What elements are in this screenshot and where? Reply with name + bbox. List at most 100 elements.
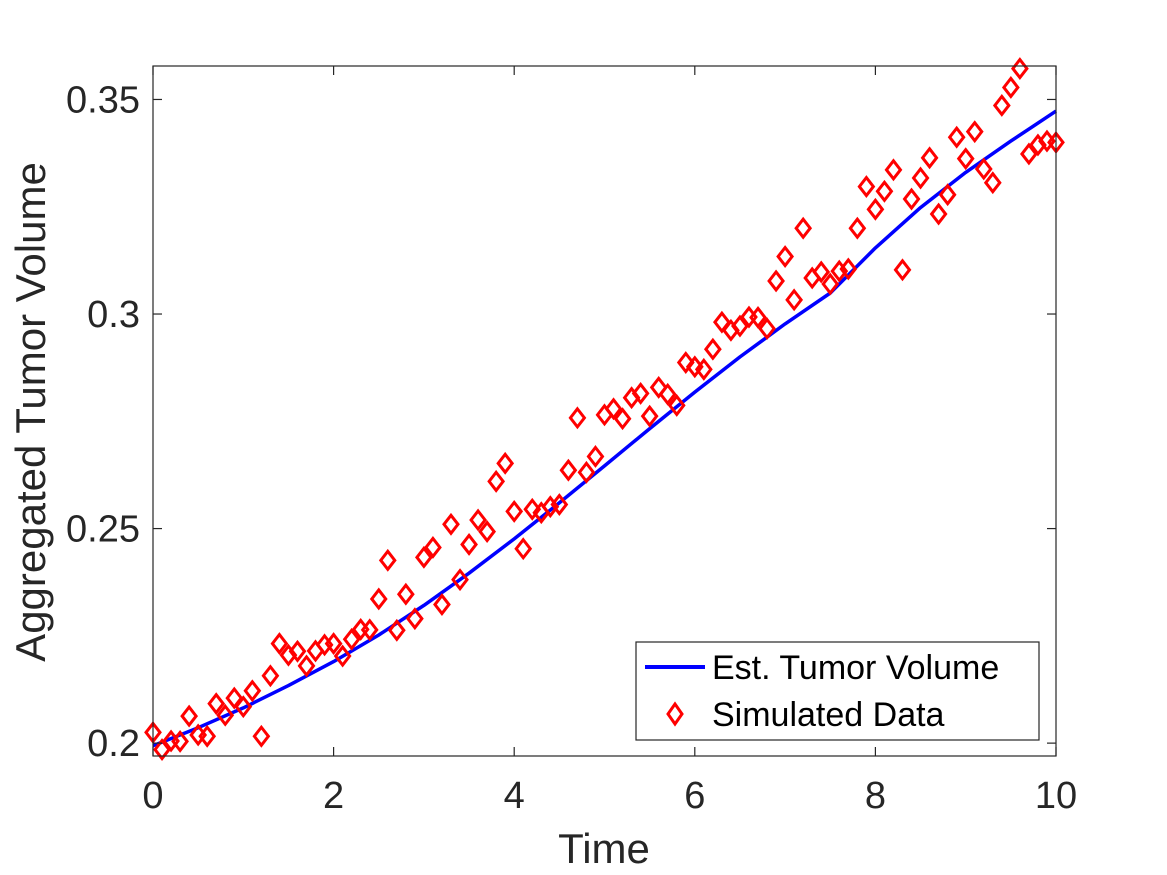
plot-area — [144, 57, 1065, 762]
data-point-diamond — [342, 627, 361, 651]
data-point-diamond — [288, 639, 307, 663]
x-tick-label: 4 — [504, 775, 525, 817]
data-point-diamond — [694, 357, 713, 381]
data-point-diamond — [333, 644, 352, 668]
x-tick-label: 6 — [684, 775, 705, 817]
data-point-diamond — [369, 587, 388, 611]
axes-box — [152, 65, 1057, 757]
data-point-diamond — [640, 404, 659, 428]
data-point-diamond — [676, 351, 695, 374]
series-line-est-tumor-volume — [152, 109, 1057, 748]
data-point-diamond — [324, 632, 343, 656]
data-point-diamond — [848, 216, 867, 240]
data-point-diamond — [857, 175, 876, 199]
legend-box — [635, 641, 1040, 741]
y-tick-label: 0.3 — [87, 294, 140, 336]
data-point-diamond — [613, 407, 632, 431]
legend-diamond-swatch — [666, 701, 684, 727]
data-point-diamond — [794, 216, 813, 240]
data-point-diamond — [911, 166, 930, 190]
data-point-diamond — [830, 259, 849, 283]
data-point-diamond — [1029, 133, 1047, 157]
y-axis: 0.2 0.25 0.3 0.35 — [66, 79, 1056, 765]
data-point-diamond — [631, 381, 650, 405]
data-point-diamond — [171, 729, 189, 753]
data-point-diamond — [956, 147, 975, 171]
data-point-diamond — [965, 120, 984, 144]
data-point-diamond — [839, 257, 858, 281]
data-point-diamond — [442, 512, 460, 536]
x-tick-label: 10 — [1035, 775, 1077, 817]
data-point-diamond — [451, 568, 469, 592]
data-point-diamond — [667, 393, 686, 417]
legend: Est. Tumor Volume Simulated Data — [635, 641, 1040, 741]
data-point-diamond — [550, 493, 569, 516]
data-point-diamond — [812, 260, 831, 284]
data-point-diamond — [496, 451, 515, 475]
data-point-diamond — [758, 317, 776, 341]
data-point-diamond — [424, 536, 442, 559]
data-point-diamond — [405, 607, 424, 631]
data-point-diamond — [396, 582, 415, 606]
x-axis: 0 2 4 6 8 10 — [142, 66, 1077, 817]
data-point-diamond — [893, 258, 912, 282]
data-point-diamond — [180, 704, 199, 728]
data-point-diamond — [414, 545, 433, 569]
data-point-diamond — [207, 692, 226, 716]
data-point-diamond — [261, 664, 280, 688]
data-point-diamond — [297, 654, 316, 678]
data-point-diamond — [875, 179, 894, 203]
data-point-diamond — [920, 146, 939, 170]
data-point-diamond — [270, 632, 289, 656]
data-point-diamond — [433, 593, 451, 616]
data-point-diamond — [1020, 142, 1038, 166]
data-point-diamond — [225, 686, 244, 710]
data-point-diamond — [703, 337, 722, 361]
data-point-diamond — [568, 406, 587, 430]
legend-label-simulated-data: Simulated Data — [712, 696, 945, 734]
data-point-diamond — [884, 158, 903, 182]
data-point-diamond — [360, 618, 379, 642]
data-point-diamond — [866, 197, 885, 221]
data-point-diamond — [387, 618, 406, 642]
data-point-diamond — [559, 458, 578, 482]
data-point-diamond — [821, 272, 840, 296]
data-point-diamond — [992, 94, 1011, 117]
data-point-diamond — [947, 125, 966, 149]
data-point-diamond — [523, 497, 542, 521]
x-axis-label: Time — [558, 825, 650, 872]
data-point-diamond — [577, 460, 596, 484]
legend-label-est-tumor-volume: Est. Tumor Volume — [712, 649, 999, 687]
y-axis-label: Aggregated Tumor Volume — [7, 162, 54, 662]
y-tick-label: 0.2 — [87, 723, 140, 765]
y-tick-label: 0.35 — [66, 79, 140, 121]
data-point-diamond — [604, 397, 623, 421]
data-point-diamond — [469, 508, 487, 532]
data-point-diamond — [487, 469, 506, 493]
data-point-diamond — [252, 724, 271, 748]
data-point-diamond — [216, 703, 235, 727]
x-tick-label: 2 — [323, 775, 344, 817]
y-tick-label: 0.25 — [66, 509, 140, 551]
data-point-diamond — [505, 499, 524, 523]
data-point-diamond — [902, 187, 921, 211]
data-point-diamond — [514, 537, 533, 561]
data-point-diamond — [198, 724, 217, 748]
axes-frame — [152, 65, 1057, 757]
data-point-diamond — [541, 495, 560, 519]
x-tick-label: 0 — [142, 775, 163, 817]
data-point-diamond — [776, 245, 795, 268]
data-point-diamond — [929, 202, 948, 226]
data-point-diamond — [586, 445, 605, 468]
data-point-diamond — [378, 548, 397, 572]
data-point-diamond — [983, 171, 1002, 195]
data-point-diamond — [1001, 76, 1020, 99]
data-point-diamond — [712, 310, 731, 334]
data-point-diamond — [478, 520, 497, 544]
data-point-diamond — [234, 695, 253, 719]
data-point-diamond — [749, 306, 767, 329]
data-point-diamond — [649, 375, 668, 399]
data-point-diamond — [938, 183, 957, 207]
data-point-diamond — [767, 269, 785, 293]
